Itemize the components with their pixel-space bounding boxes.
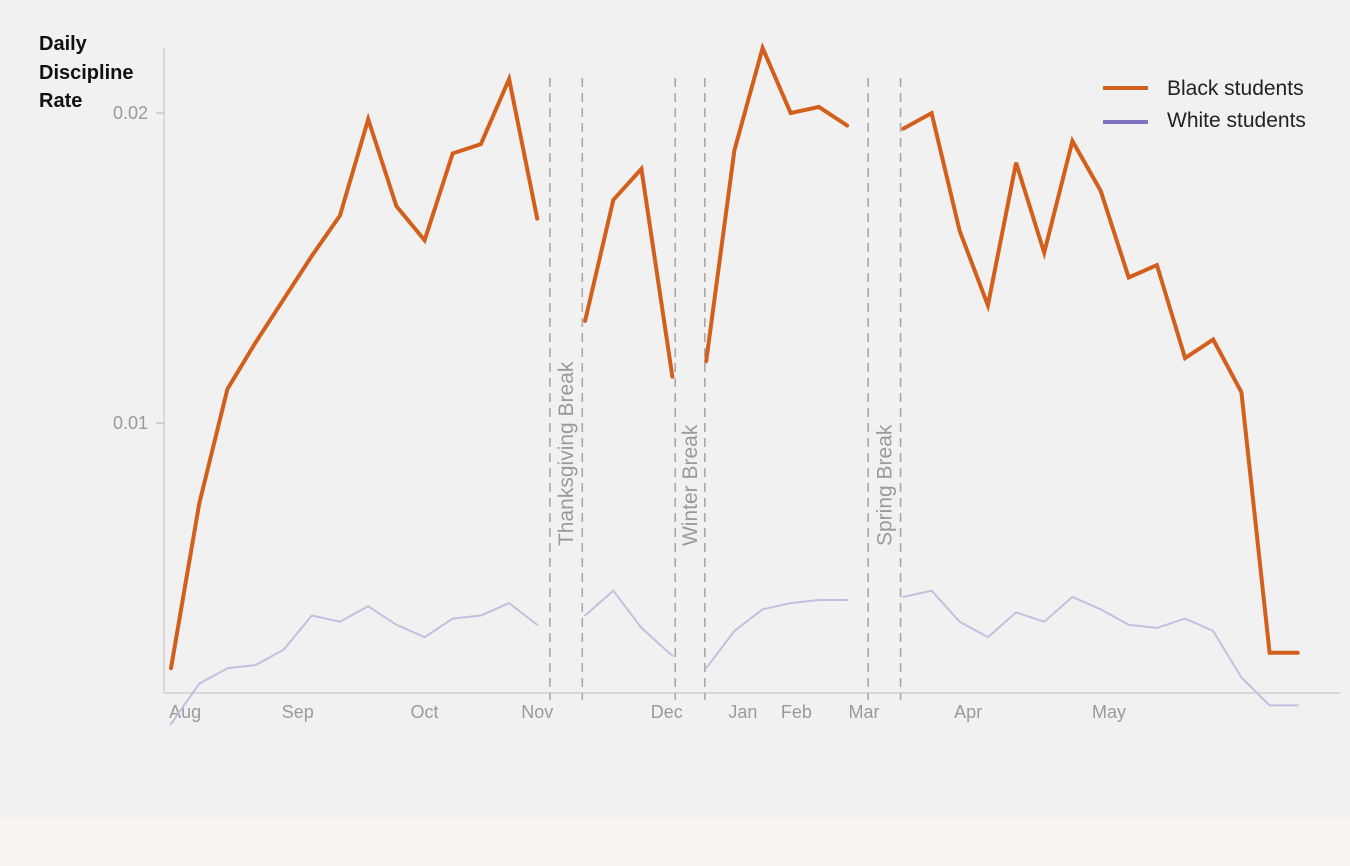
x-tick-label: Nov: [521, 702, 553, 722]
footer-band: [0, 818, 1350, 866]
series-line-white-students: [902, 589, 1299, 707]
y-axis-title-line: Rate: [39, 90, 82, 112]
x-tick-label: Jan: [728, 702, 757, 722]
x-tick-label: May: [1092, 702, 1126, 722]
legend: Black students White students: [1103, 77, 1306, 132]
legend-label-white-students: White students: [1167, 109, 1306, 132]
break-markers: Thanksgiving Break Winter Break Spring Bre…: [549, 78, 902, 700]
series-line-black-students: [583, 164, 675, 379]
legend-label-black-students: Black students: [1167, 77, 1304, 100]
x-tick-label: Mar: [848, 702, 879, 722]
x-tick-label: Oct: [411, 702, 439, 722]
break-label: Thanksgiving Break: [555, 361, 578, 546]
break-label: Winter Break: [679, 424, 702, 546]
series-line-black-students: [704, 41, 850, 364]
series-line-white-students: [170, 601, 539, 725]
x-tick-label: Sep: [282, 702, 314, 722]
x-tick-label: Apr: [954, 702, 982, 722]
y-tick-label: 0.02: [113, 103, 148, 123]
break-label: Spring Break: [873, 424, 896, 546]
series-line-black-students: [901, 110, 1300, 655]
y-axis-title-line: Discipline: [39, 62, 133, 84]
series-lines: [169, 41, 1300, 725]
y-tick-label: 0.01: [113, 413, 148, 433]
series-line-black-students: [169, 72, 540, 671]
y-ticks: 0.01 0.02: [113, 103, 164, 433]
x-tick-label: Feb: [781, 702, 812, 722]
series-line-white-students: [705, 599, 849, 670]
series-line-white-students: [584, 589, 674, 657]
y-axis-title: Daily Discipline Rate: [39, 33, 133, 112]
x-tick-label: Dec: [651, 702, 683, 722]
y-axis-title-line: Daily: [39, 33, 88, 55]
x-ticks: Aug Sep Oct Nov Dec Jan Feb Mar Apr May: [169, 702, 1126, 722]
